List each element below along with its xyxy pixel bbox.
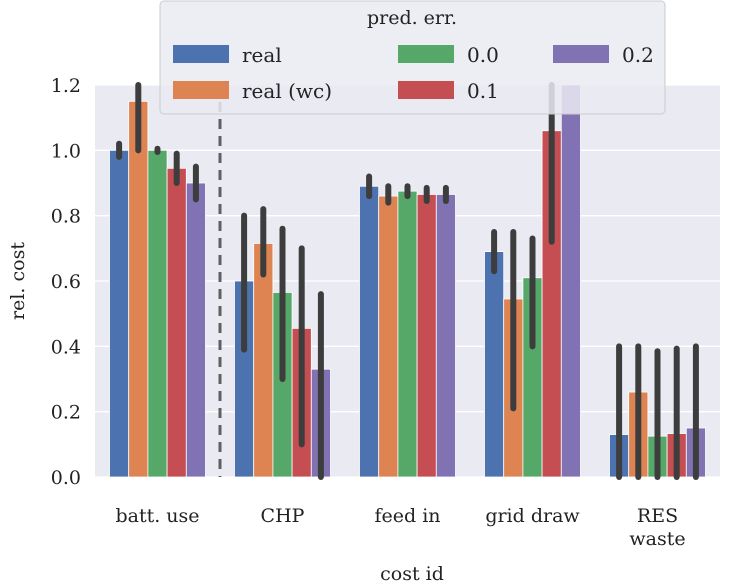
y-axis-ticks: 0.0 0.2 0.4 0.6 0.8 1.0 1.2: [51, 75, 81, 489]
x-tick-label: RES: [637, 505, 678, 527]
y-tick-label: 0.0: [51, 467, 81, 489]
legend-swatch: [398, 81, 454, 99]
legend-items: real real (wc) 0.0 0.1 0.2: [173, 43, 654, 103]
legend-label: real (wc): [242, 79, 332, 103]
bar: [185, 182, 206, 478]
bar: [435, 194, 456, 478]
legend-title: pred. err.: [367, 7, 457, 29]
bar: [484, 251, 505, 478]
y-tick-label: 1.2: [51, 75, 81, 97]
y-tick-label: 0.6: [51, 271, 81, 293]
legend-label: 0.1: [467, 79, 499, 103]
bar: [359, 185, 380, 478]
bar: [378, 195, 399, 478]
bars: [109, 84, 706, 478]
legend: pred. err. real real (wc) 0.0 0.1 0.2: [159, 0, 666, 115]
x-tick-label: waste: [629, 528, 685, 550]
y-tick-label: 0.2: [51, 402, 81, 424]
legend-swatch: [553, 45, 609, 63]
legend-label: 0.0: [467, 43, 499, 67]
x-axis-label: cost id: [380, 563, 444, 585]
legend-label: 0.2: [622, 43, 654, 67]
bar: [560, 84, 581, 478]
legend-swatch: [173, 45, 229, 63]
bar: [416, 194, 437, 478]
bar: [147, 149, 168, 478]
bar: [166, 167, 187, 478]
y-tick-label: 1.0: [51, 140, 81, 162]
y-tick-label: 0.8: [51, 206, 81, 228]
bar: [253, 243, 274, 478]
bar: [397, 190, 418, 478]
y-tick-label: 0.4: [51, 336, 81, 358]
bar: [109, 149, 130, 478]
x-tick-label: feed in: [374, 505, 440, 527]
legend-label: real: [242, 43, 282, 67]
plot-area: [95, 82, 720, 480]
y-axis-label: rel. cost: [7, 242, 29, 320]
bar: [128, 100, 149, 478]
legend-swatch: [173, 81, 229, 99]
legend-swatch: [398, 45, 454, 63]
x-tick-label: grid draw: [485, 505, 580, 527]
x-tick-label: CHP: [261, 505, 305, 527]
x-tick-label: batt. use: [115, 505, 199, 527]
